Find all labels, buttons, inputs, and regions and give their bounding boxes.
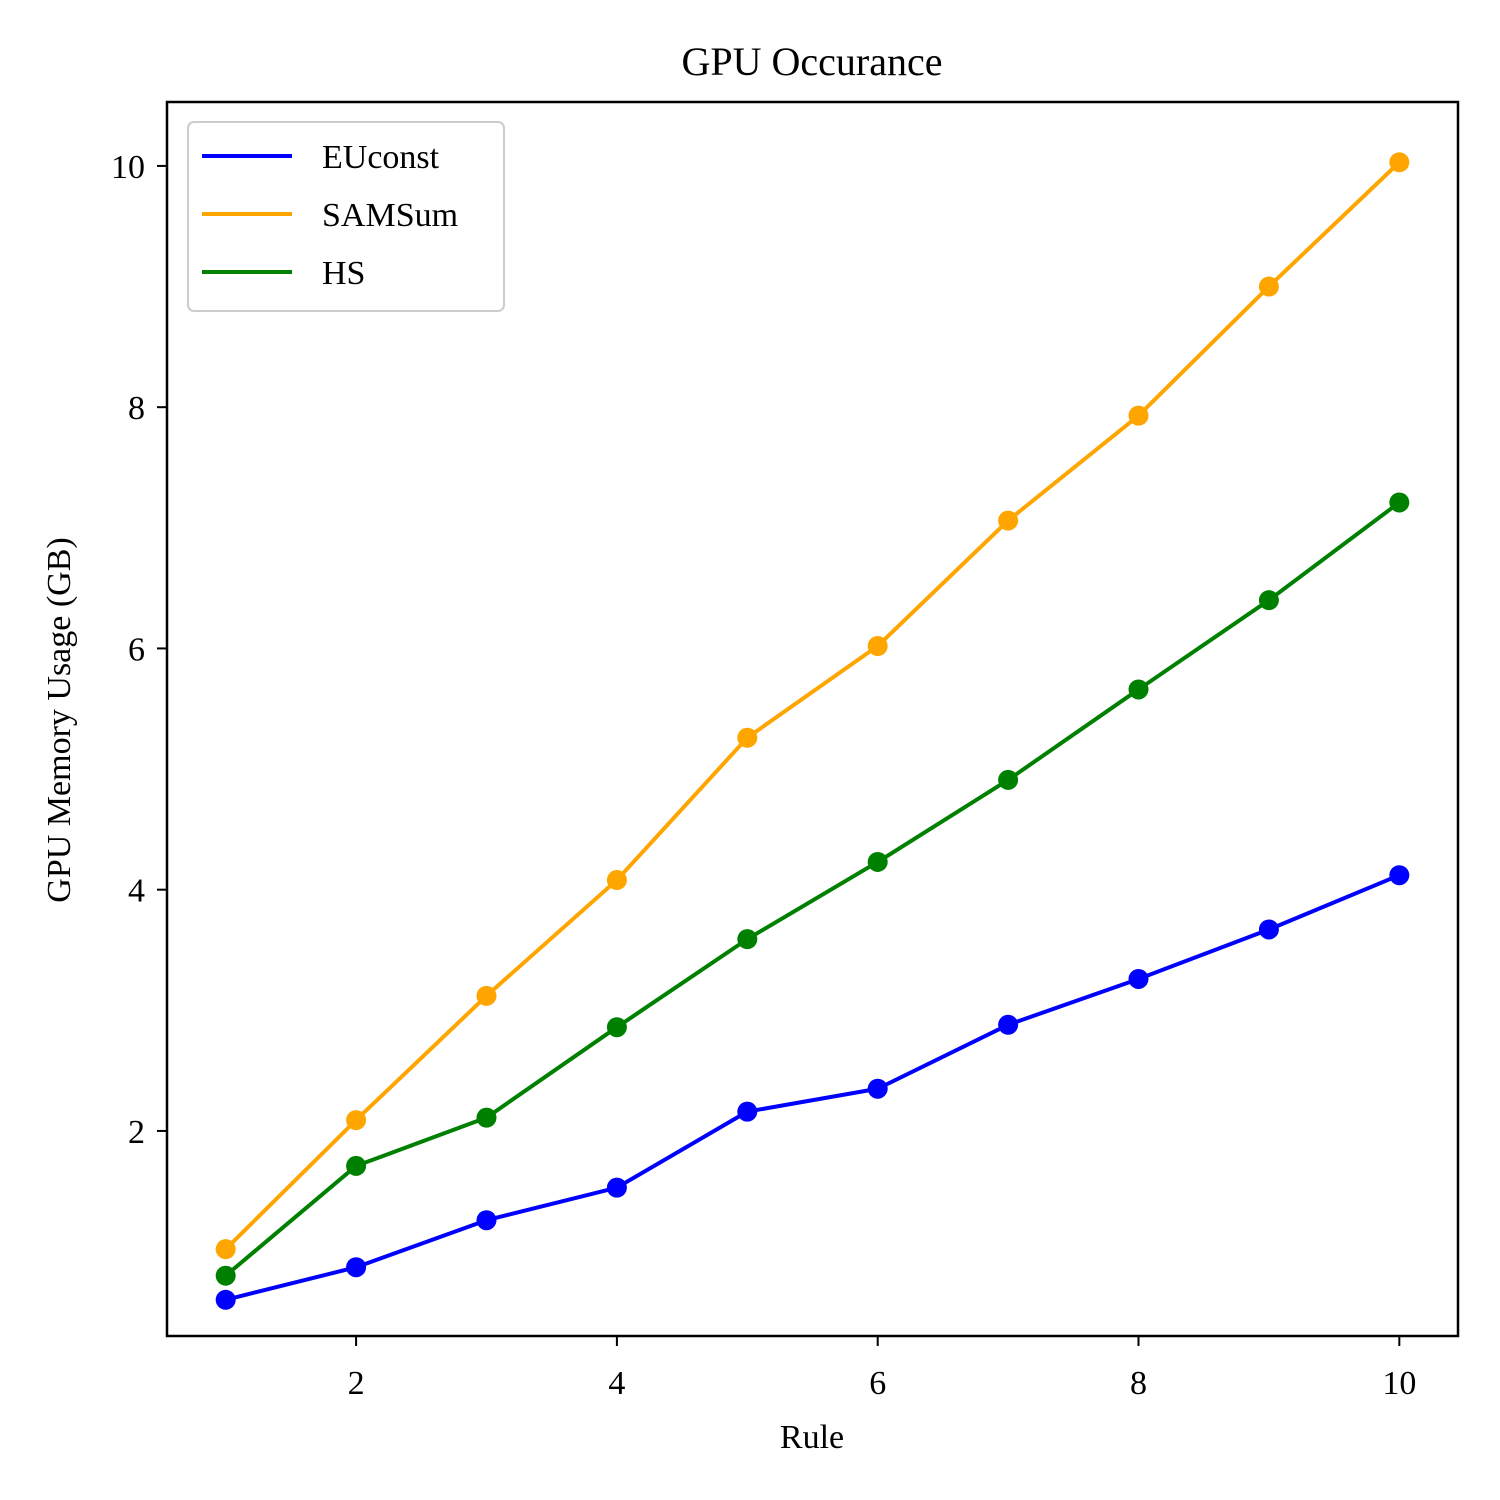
legend-label-hs: HS <box>322 255 365 292</box>
legend-label-euconst: EUconst <box>322 139 440 176</box>
legend: EUconst SAMSum HS <box>187 121 505 312</box>
y-tick-label: 8 <box>128 390 145 427</box>
data-point-euconst <box>737 1101 758 1122</box>
x-tick-label: 8 <box>1130 1365 1147 1402</box>
data-point-euconst <box>215 1289 236 1310</box>
x-tick-label: 6 <box>869 1365 886 1402</box>
data-point-euconst <box>1258 919 1279 940</box>
data-point-hs <box>1389 492 1410 513</box>
data-point-hs <box>346 1155 367 1176</box>
y-tick-label: 10 <box>111 149 145 186</box>
data-point-euconst <box>1389 865 1410 886</box>
plot-frame <box>165 100 1460 1338</box>
x-tick-label: 2 <box>348 1365 365 1402</box>
data-point-hs <box>1258 590 1279 611</box>
data-point-euconst <box>1128 968 1149 989</box>
data-point-hs <box>476 1107 497 1128</box>
data-point-samsum <box>1389 152 1410 173</box>
chart-title: GPU Occurance <box>682 39 943 84</box>
data-point-hs <box>1128 679 1149 700</box>
data-point-euconst <box>867 1078 888 1099</box>
data-point-samsum <box>215 1239 236 1260</box>
data-point-euconst <box>998 1014 1019 1035</box>
data-point-samsum <box>998 510 1019 531</box>
data-point-hs <box>215 1265 236 1286</box>
plot-area: 2 4 6 8 10 2 4 6 8 10 <box>111 100 1460 1402</box>
data-point-samsum <box>606 870 627 891</box>
data-point-samsum <box>1258 276 1279 297</box>
data-point-hs <box>737 929 758 950</box>
y-tick-label: 4 <box>128 873 145 910</box>
series-line-samsum <box>222 159 1403 1252</box>
data-point-samsum <box>346 1110 367 1131</box>
legend-label-samsum: SAMSum <box>322 197 458 234</box>
legend-box <box>187 121 505 312</box>
series-line-euconst <box>223 872 1402 1303</box>
data-point-euconst <box>476 1210 497 1231</box>
data-point-euconst <box>346 1257 367 1278</box>
data-point-samsum <box>476 985 497 1006</box>
data-point-hs <box>998 769 1019 790</box>
x-tick-label: 10 <box>1382 1365 1416 1402</box>
data-point-hs <box>867 851 888 872</box>
data-point-samsum <box>1128 405 1149 426</box>
y-tick-label: 6 <box>128 631 145 668</box>
data-point-samsum <box>867 636 888 657</box>
series-line-hs <box>222 499 1403 1279</box>
y-axis-label: GPU Memory Usage (GB) <box>41 537 78 902</box>
x-tick-label: 4 <box>608 1365 625 1402</box>
data-point-hs <box>606 1017 627 1038</box>
y-tick-label: 2 <box>128 1114 145 1151</box>
data-point-euconst <box>606 1177 627 1198</box>
x-axis-label: Rule <box>780 1419 844 1456</box>
data-point-samsum <box>737 727 758 748</box>
